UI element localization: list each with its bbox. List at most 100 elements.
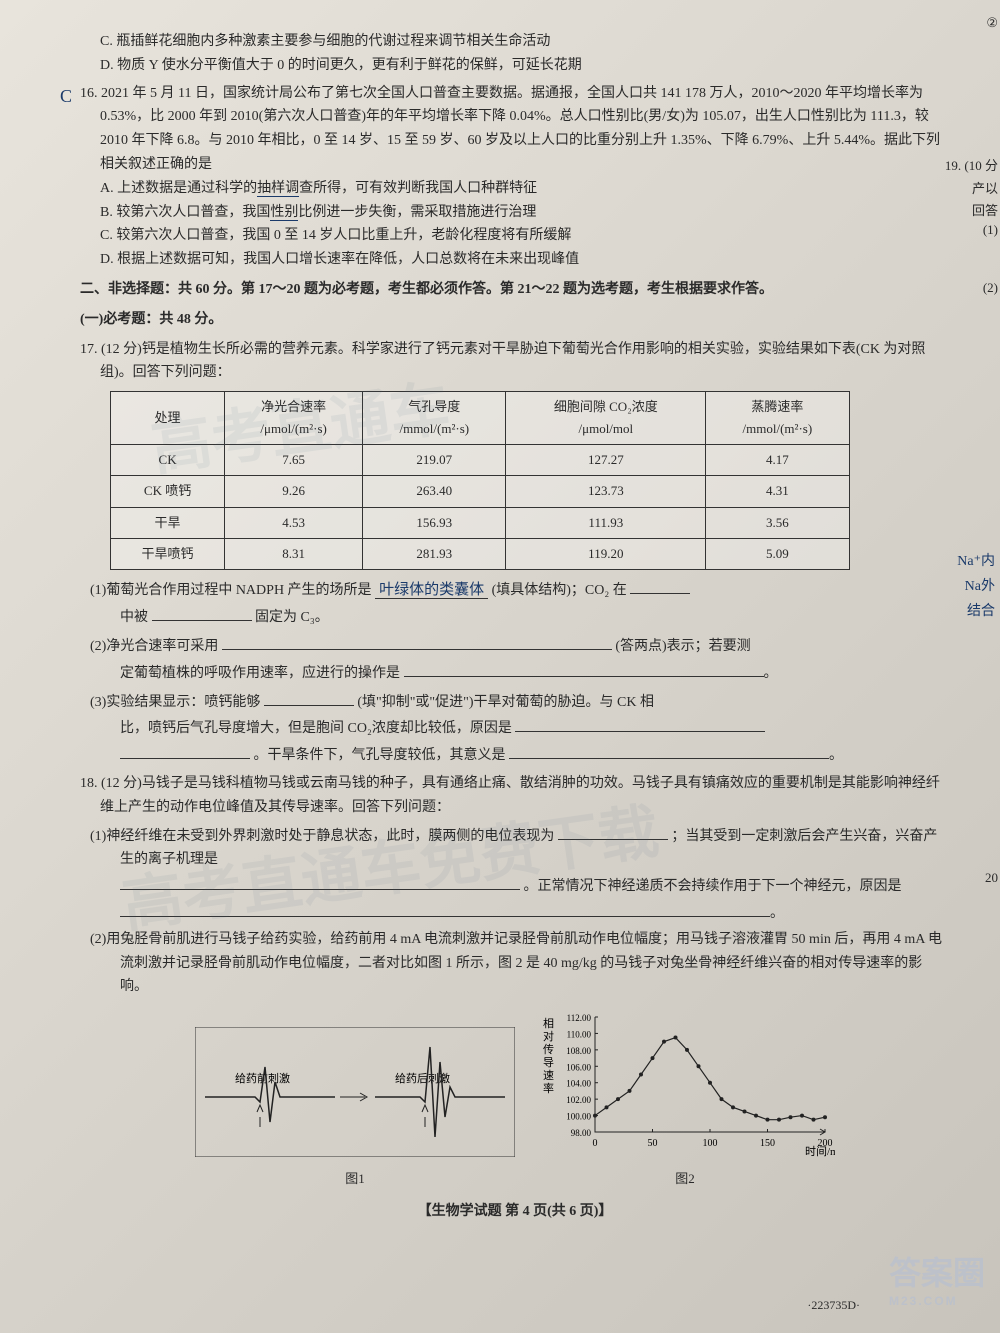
q17-sub3-b: (填"抑制"或"促进")干旱对葡萄的胁迫。与 CK 相 [357,695,654,710]
q16-body: 2021 年 5 月 11 日，国家统计局公布了第七次全国人口普查主要数据。据通… [100,86,940,172]
svg-text:0: 0 [593,1138,598,1149]
blank [264,688,354,706]
table-header: 蒸腾速率/mmol/(m²·s) [706,392,849,445]
blank [515,714,765,732]
table-cell: 干旱喷钙 [111,538,225,569]
table-cell: 119.20 [506,538,706,569]
table-cell: 123.73 [506,476,706,507]
svg-text:110.00: 110.00 [567,1030,592,1040]
table-row: CK7.65219.07127.274.17 [111,445,850,476]
edge-q19d: (1) [983,222,998,238]
svg-text:150: 150 [760,1138,775,1149]
table-cell: 9.26 [225,476,363,507]
table-cell: 7.65 [225,445,363,476]
q17-body: (12 分)钙是植物生长所必需的营养元素。科学家进行了钙元素对干旱胁迫下葡萄光合… [100,342,925,381]
svg-text:108.00: 108.00 [566,1046,591,1056]
q17-sub1-handwrite: 叶绿体的类囊体 [375,582,488,599]
edge-q19e: (2) [983,280,998,296]
svg-text:50: 50 [648,1138,658,1149]
q17-stem: 17. (12 分)钙是植物生长所必需的营养元素。科学家进行了钙元素对干旱胁迫下… [80,338,950,386]
blank [558,822,668,840]
table-cell: CK 喷钙 [111,476,225,507]
table-cell: 156.93 [363,507,506,538]
edge-circled2: ② [986,15,998,31]
svg-text:106.00: 106.00 [566,1062,591,1072]
q16-c: C. 较第六次人口普查，我国 0 至 14 岁人口比重上升，老龄化程度将有所缓解 [80,224,950,248]
table-cell: 4.53 [225,507,363,538]
side-note-na1: Na⁺内 [957,550,995,570]
edge-q19b: 产以 [972,178,998,197]
table-cell: 219.07 [363,445,506,476]
blank [630,576,690,594]
blank [152,603,252,621]
logo-watermark: 答案圈 M23.COM [889,1248,985,1308]
q17-sub2-c: 定葡萄植株的呼吸作用速率，应进行的操作是 [120,666,400,681]
q16-a: A. 上述数据是通过科学的抽样调查所得，可有效判断我国人口种群特征 [80,177,950,201]
side-note-na3: 结合 [967,600,995,620]
table-cell: 4.17 [706,445,849,476]
chart1-svg: 给药前刺激 给药后刺激 [195,1027,515,1157]
q17-sub1-d: 固定为 C₃。 [255,610,329,625]
q18-sub1: (1)神经纤维在未受到外界刺激时处于静息状态，此时，膜两侧的电位表现为 ；当其受… [80,822,950,873]
logo-sub: M23.COM [889,1294,985,1308]
blank [120,899,770,917]
table-cell: CK [111,445,225,476]
blank [120,872,520,890]
side-note-na2: Na外 [965,575,995,595]
q17-sub2-b: (答两点)表示；若要测 [615,639,750,654]
chart1-caption: 图1 [195,1168,515,1190]
svg-text:相对传导速率: 相对传导速率 [543,1017,554,1095]
q17-sub3-d: 。干旱条件下，气孔导度较低，其意义是 [254,748,506,763]
table-cell: 4.31 [706,476,849,507]
table-cell: 111.93 [506,507,706,538]
charts-container: 给药前刺激 给药后刺激 图1 相对传导速率 112.00 110.00 108.00 1… [80,1007,950,1190]
q17-sub3-c: 比，喷钙后气孔导度增大，但是胞间 CO₂浓度却比较低，原因是 [120,721,512,736]
q17-sub1-b: (填具体结构)；CO₂ 在 [492,583,627,598]
svg-text:104.00: 104.00 [566,1079,591,1089]
q17-sub2: (2)净光合速率可采用 (答两点)表示；若要测 [80,632,950,659]
handwritten-answer-c: C [60,86,72,107]
section2-sub: (一)必考题：共 48 分。 [80,308,950,332]
chart2-svg: 相对传导速率112.00110.00108.00106.00104.00102.… [535,1007,835,1157]
chart1-box: 给药前刺激 给药后刺激 图1 [195,1027,515,1190]
q18-stem: 18. (12 分)马钱子是马钱科植物马钱或云南马钱的种子，具有通络止痛、散结消… [80,772,950,820]
q15-option-d: D. 物质 Y 使水分平衡值大于 0 的时间更久，更有利于鲜花的保鲜，可延长花期 [80,54,950,78]
table-header: 细胞间隙 CO₂浓度/μmol/mol [506,392,706,445]
q17-sub3-cont: 比，喷钙后气孔导度增大，但是胞间 CO₂浓度却比较低，原因是 [80,714,950,741]
table-cell: 5.09 [706,538,849,569]
q17-sub1-a: (1)葡萄光合作用过程中 NADPH 产生的场所是 [90,583,372,598]
svg-text:时间/m: 时间/m [805,1145,835,1157]
page-footer: 【生物学试题 第 4 页(共 6 页)】 [80,1200,950,1224]
blank [404,659,764,677]
q17-sub1-c: 中被 [120,610,148,625]
chart2-box: 相对传导速率112.00110.00108.00106.00104.00102.… [535,1007,835,1190]
section2-title: 二、非选择题：共 60 分。第 17～20 题为必考题，考生都必须作答。第 21… [80,278,950,302]
svg-text:98.00: 98.00 [571,1128,592,1138]
q18-sub1-c: 。正常情况下神经递质不会持续作用于下一个神经元，原因是 [524,879,902,894]
q17-sub2-cont: 定葡萄植株的呼吸作用速率，应进行的操作是 。 [80,659,950,686]
table-cell: 8.31 [225,538,363,569]
page-content: C. 瓶插鲜花细胞内多种激素主要参与细胞的代谢过程来调节相关生命活动 D. 物质… [80,30,950,1224]
table-row: CK 喷钙9.26263.40123.734.31 [111,476,850,507]
table-header: 气孔导度/mmol/(m²·s) [363,392,506,445]
q18-sub2: (2)用兔胫骨前肌进行马钱子给药实验，给药前用 4 mA 电流刺激并记录胫骨前肌… [80,928,950,999]
page-id: ·223735D· [807,1298,860,1313]
q17-sub1: (1)葡萄光合作用过程中 NADPH 产生的场所是 叶绿体的类囊体 (填具体结构… [80,576,950,604]
q18-sub1-a: (1)神经纤维在未受到外界刺激时处于静息状态，此时，膜两侧的电位表现为 [90,829,554,844]
blank [222,632,612,650]
q17-sub3: (3)实验结果显示：喷钙能够 (填"抑制"或"促进")干旱对葡萄的胁迫。与 CK… [80,688,950,715]
q18-sub1-cont: 。正常情况下神经递质不会持续作用于下一个神经元，原因是 [80,872,950,899]
q16-stem: 16. 2021 年 5 月 11 日，国家统计局公布了第七次全国人口普查主要数… [80,82,950,177]
table-cell: 127.27 [506,445,706,476]
table-row: 干旱喷钙8.31281.93119.205.09 [111,538,850,569]
table-cell: 281.93 [363,538,506,569]
svg-text:100.00: 100.00 [566,1112,591,1122]
table-cell: 3.56 [706,507,849,538]
svg-text:112.00: 112.00 [567,1013,592,1023]
q18-body: (12 分)马钱子是马钱科植物马钱或云南马钱的种子，具有通络止痛、散结消肿的功效… [100,776,940,815]
q18-num: 18. [80,776,98,791]
table-header: 净光合速率/μmol/(m²·s) [225,392,363,445]
chart2-caption: 图2 [535,1168,835,1190]
q16-b: B. 较第六次人口普查，我国性别比例进一步失衡，需采取措施进行治理 [80,201,950,225]
table-cell: 263.40 [363,476,506,507]
